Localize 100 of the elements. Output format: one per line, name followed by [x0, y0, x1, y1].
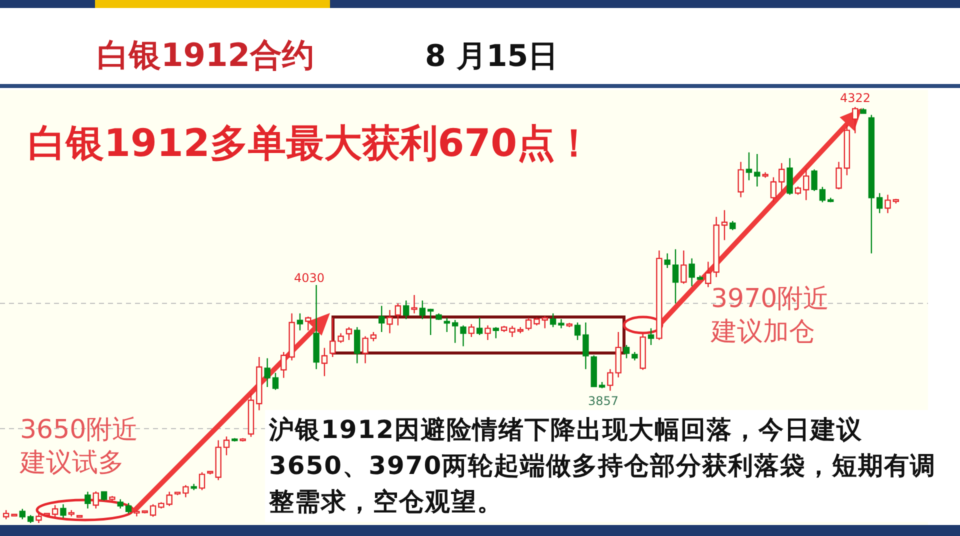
candlestick	[134, 510, 140, 517]
candlestick	[19, 508, 26, 520]
candlestick	[174, 491, 181, 496]
candlestick	[313, 284, 320, 370]
annotation: 白银1912多单最大获利670点！	[28, 121, 594, 165]
candlestick	[44, 512, 50, 516]
candlestick	[746, 152, 752, 181]
candlestick	[427, 308, 434, 336]
candlestick	[403, 300, 410, 320]
candlestick	[411, 294, 418, 314]
candlestick	[100, 490, 108, 502]
candlestick	[125, 502, 132, 514]
candlestick	[730, 220, 736, 231]
annotation: 3857	[588, 393, 620, 409]
candlestick	[370, 331, 377, 342]
candlestick	[2, 510, 10, 520]
candlestick	[338, 332, 344, 344]
candlestick	[876, 192, 883, 214]
candlestick	[542, 316, 548, 329]
candlestick	[240, 438, 246, 442]
candlestick	[892, 198, 900, 204]
candlestick	[182, 484, 189, 498]
candlestick	[492, 326, 499, 339]
candlestick	[721, 210, 728, 241]
candlestick	[696, 274, 704, 281]
candlestick	[223, 436, 230, 456]
candlestick	[476, 316, 483, 336]
candlestick	[52, 504, 58, 518]
candlestick	[811, 168, 818, 192]
candlestick	[607, 368, 614, 392]
candlestick	[656, 250, 662, 341]
candlestick	[574, 322, 581, 341]
candlestick	[198, 472, 206, 491]
candlestick	[248, 392, 254, 438]
candlestick	[166, 491, 172, 507]
candlestick	[484, 324, 491, 341]
candlestick	[819, 186, 826, 203]
candlestick	[256, 356, 262, 411]
candlestick	[346, 326, 352, 341]
candlestick	[60, 504, 66, 519]
candlestick	[68, 510, 74, 517]
candlestick	[582, 322, 589, 370]
candlestick	[778, 162, 785, 192]
candlestick	[648, 328, 654, 346]
candlestick	[844, 124, 850, 176]
annotation: 3650附近建议试多	[20, 414, 140, 480]
candlestick	[884, 194, 891, 214]
candlestick	[623, 344, 630, 359]
candlestick	[190, 483, 197, 491]
candlestick	[321, 347, 328, 377]
candlestick	[632, 351, 638, 361]
candlestick	[852, 106, 858, 134]
candlestick	[419, 300, 426, 320]
candlestick	[354, 326, 360, 364]
candlestick	[117, 498, 124, 510]
candlestick	[550, 312, 556, 328]
candlestick	[754, 153, 760, 188]
candlestick	[500, 325, 508, 333]
candlestick	[150, 504, 156, 518]
candlestick	[76, 514, 83, 518]
candlestick	[109, 495, 116, 502]
candlestick	[436, 312, 442, 321]
candlestick	[386, 309, 393, 334]
chart-subtitle: 8 月15日	[425, 39, 558, 74]
candlestick	[509, 325, 516, 338]
candlestick	[794, 186, 802, 196]
candlestick	[566, 322, 572, 328]
candlestick	[468, 324, 475, 338]
candlestick	[296, 312, 304, 331]
candlestick	[598, 381, 606, 389]
candlestick	[378, 305, 385, 333]
candlestick	[615, 331, 622, 378]
candlestick	[738, 161, 744, 198]
candlestick	[803, 168, 810, 201]
candlestick	[27, 514, 34, 524]
candlestick	[517, 326, 524, 334]
annotation: 4030	[294, 270, 326, 286]
candlestick	[84, 491, 91, 510]
annotation: 沪银1912因避险情绪下降出现大幅回落，今日建议3650、3970两轮起端做多持仓部分获利落袋，短期有调整需求，空仓观望。	[265, 410, 959, 522]
candlestick	[860, 108, 866, 114]
text: 4322	[840, 90, 872, 106]
candlestick	[394, 302, 402, 326]
candlestick	[770, 176, 777, 203]
candlestick	[762, 172, 768, 178]
candlestick	[558, 318, 564, 329]
candlestick	[232, 438, 238, 442]
candlestick	[786, 158, 793, 196]
candlestick	[280, 351, 287, 378]
candlestick	[330, 317, 336, 358]
candlestick	[460, 324, 466, 347]
candlestick	[534, 317, 540, 326]
candlestick	[158, 502, 164, 510]
candlestick	[305, 316, 312, 331]
candlestick	[672, 248, 679, 304]
candlestick	[92, 490, 99, 510]
candlestick	[664, 252, 670, 269]
candlestick	[444, 317, 450, 333]
candlestick	[868, 114, 875, 254]
candlestick	[680, 250, 687, 284]
chart-title: 白银1912合约	[97, 36, 314, 74]
